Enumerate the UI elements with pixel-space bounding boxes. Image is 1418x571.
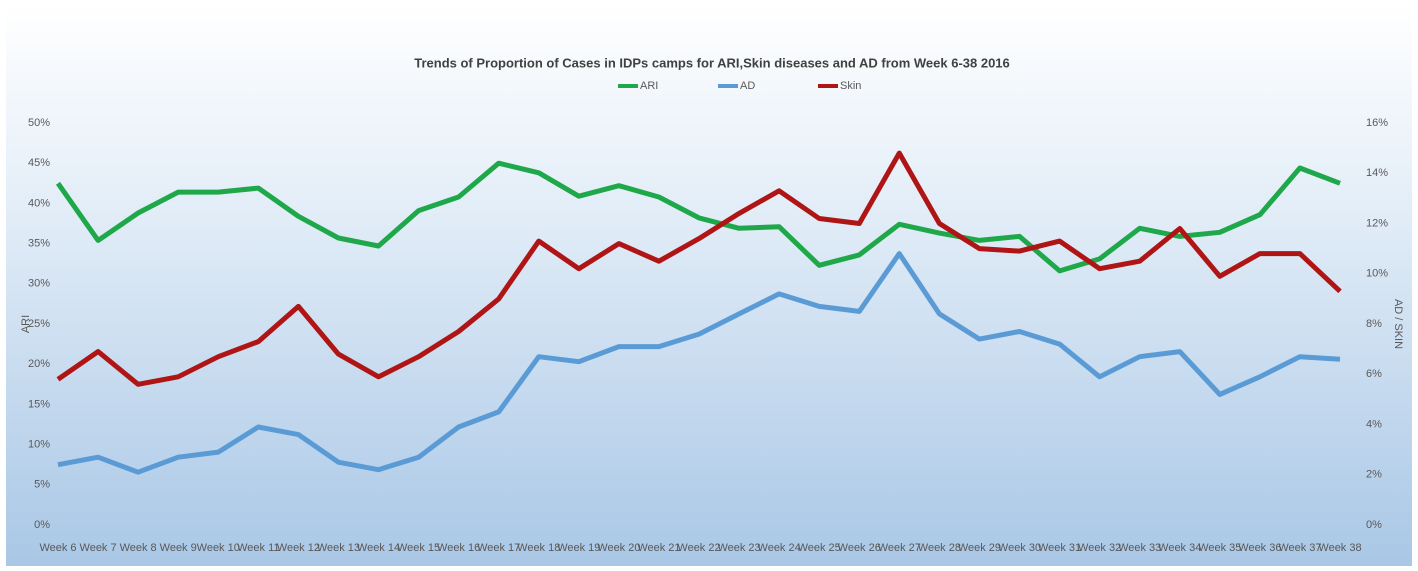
x-tick-label: Week 24 <box>758 542 801 554</box>
y2-tick-label: 4% <box>1366 418 1382 430</box>
x-tick-label: Week 35 <box>1198 542 1241 554</box>
x-tick-label: Week 10 <box>197 542 240 554</box>
x-tick-label: Week 37 <box>1278 542 1321 554</box>
y-tick-label: 20% <box>28 358 50 370</box>
legend-label: ARI <box>640 80 658 92</box>
y-tick-label: 10% <box>28 439 50 451</box>
x-tick-label: Week 12 <box>277 542 320 554</box>
y-tick-label: 30% <box>28 278 50 290</box>
x-tick-label: Week 38 <box>1318 542 1361 554</box>
y2-tick-label: 6% <box>1366 368 1382 380</box>
y-tick-label: 25% <box>28 318 50 330</box>
y2-tick-label: 8% <box>1366 318 1382 330</box>
legend-label: Skin <box>840 80 861 92</box>
x-tick-label: Week 21 <box>637 542 680 554</box>
x-tick-label: Week 14 <box>357 542 400 554</box>
x-tick-label: Week 6 <box>39 542 76 554</box>
chart-title: Trends of Proportion of Cases in IDPs ca… <box>414 55 1010 70</box>
y-tick-label: 0% <box>34 519 50 531</box>
x-tick-label: Week 34 <box>1158 542 1201 554</box>
y2-tick-label: 16% <box>1366 117 1388 129</box>
x-tick-label: Week 8 <box>120 542 157 554</box>
y-tick-label: 35% <box>28 238 50 250</box>
x-tick-label: Week 13 <box>317 542 360 554</box>
line-series <box>57 251 1341 475</box>
x-tick-label: Week 23 <box>717 542 760 554</box>
x-tick-label: Week 36 <box>1238 542 1281 554</box>
y-tick-label: 5% <box>34 479 50 491</box>
y2-tick-label: 2% <box>1366 469 1382 481</box>
x-tick-label: Week 20 <box>597 542 640 554</box>
x-tick-label: Week 18 <box>517 542 560 554</box>
y2-tick-label: 14% <box>1366 167 1388 179</box>
y-tick-label: 15% <box>28 398 50 410</box>
x-tick-label: Week 26 <box>838 542 881 554</box>
x-tick-label: Week 28 <box>918 542 961 554</box>
y2-tick-label: 0% <box>1366 519 1382 531</box>
y-tick-label: 50% <box>28 117 50 129</box>
x-tick-label: Week 33 <box>1118 542 1161 554</box>
x-tick-label: Week 19 <box>557 542 600 554</box>
y2-tick-label: 10% <box>1366 268 1388 280</box>
x-tick-label: Week 25 <box>798 542 841 554</box>
x-tick-label: Week 31 <box>1038 542 1081 554</box>
x-tick-label: Week 9 <box>160 542 197 554</box>
y2-tick-label: 12% <box>1366 217 1388 229</box>
x-tick-label: Week 15 <box>397 542 440 554</box>
line-series <box>55 160 1341 274</box>
x-tick-label: Week 27 <box>878 542 921 554</box>
legend-label: AD <box>740 80 755 92</box>
y-axis-label: ARI <box>20 315 32 333</box>
y2-axis-label: AD / SKIN <box>1392 299 1404 349</box>
x-tick-label: Week 29 <box>958 542 1001 554</box>
x-tick-label: Week 32 <box>1078 542 1121 554</box>
y-tick-label: 40% <box>28 197 50 209</box>
y-tick-label: 45% <box>28 157 50 169</box>
x-tick-label: Week 17 <box>477 542 520 554</box>
x-tick-label: Week 11 <box>237 542 279 554</box>
line-series <box>56 150 1342 387</box>
x-tick-label: Week 30 <box>998 542 1041 554</box>
x-tick-label: Week 7 <box>80 542 117 554</box>
background <box>6 4 1412 566</box>
x-tick-label: Week 16 <box>437 542 480 554</box>
x-tick-label: Week 22 <box>677 542 720 554</box>
